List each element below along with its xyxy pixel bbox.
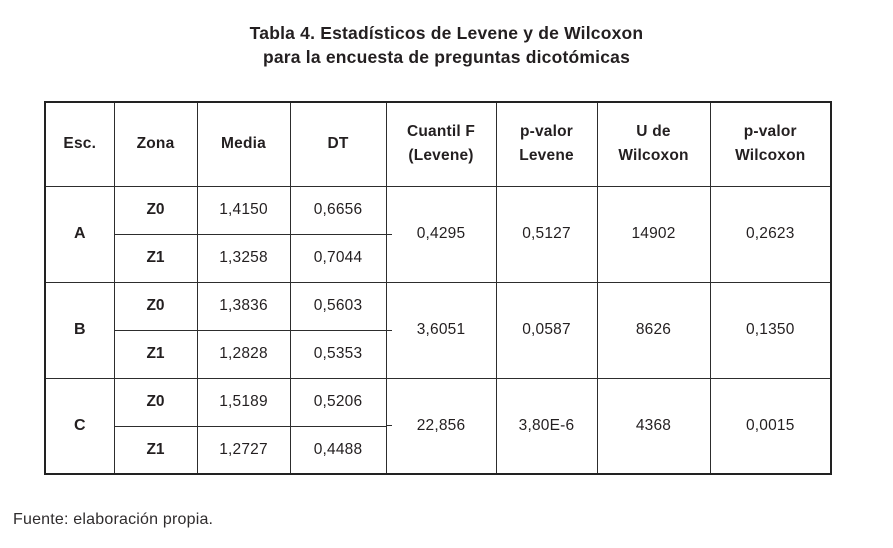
- cell-cuantil-f: 0,4295: [385, 185, 497, 283]
- cell-zona: Z0: [113, 377, 198, 427]
- cell-cuantil-f: 22,856: [385, 377, 497, 475]
- cell-u-wilcoxon: 4368: [596, 377, 711, 475]
- cell-p-levene: 0,5127: [495, 185, 598, 283]
- table-caption: Tabla 4. Estadísticos de Levene y de Wil…: [0, 21, 893, 69]
- table-row-b-z1: Z1 1,2828 0,5353: [45, 329, 831, 379]
- col-header-media: Media: [196, 101, 291, 187]
- cell-media: 1,2727: [196, 425, 291, 475]
- cell-cuantil-f: 3,6051: [385, 281, 497, 379]
- col-header-cuantil-f: Cuantil F (Levene): [385, 101, 497, 187]
- col-header-esc: Esc.: [44, 101, 115, 187]
- cell-esc-a: A: [44, 185, 115, 283]
- caption-line-1: Tabla 4. Estadísticos de Levene y de Wil…: [249, 23, 644, 43]
- cell-zona: Z1: [113, 425, 198, 475]
- cell-media: 1,4150: [196, 185, 291, 235]
- col-header-u-wilcoxon: U de Wilcoxon: [596, 101, 711, 187]
- cell-media: 1,2828: [196, 329, 291, 379]
- cell-dt: 0,7044: [289, 233, 387, 283]
- table-row-b-z0: B Z0 1,3836 0,5603 3,6051 0,0587 8626 0,…: [44, 281, 832, 379]
- cell-media: 1,3836: [196, 281, 291, 331]
- source-note: Fuente: elaboración propia.: [13, 511, 214, 528]
- cell-p-wilcoxon: 0,1350: [709, 281, 832, 379]
- col-header-zona: Zona: [113, 101, 198, 187]
- cell-dt: 0,6656: [289, 185, 387, 235]
- cell-dt: 0,4488: [289, 425, 387, 475]
- header-row: Esc. Zona Media DT Cuantil F (Levene) p-v…: [44, 101, 832, 187]
- cell-u-wilcoxon: 14902: [596, 185, 711, 283]
- cell-zona: Z0: [113, 281, 198, 331]
- cell-esc-b: B: [44, 281, 115, 379]
- cell-zona: Z1: [113, 329, 198, 379]
- cell-zona: Z0: [113, 185, 198, 235]
- cell-u-wilcoxon: 8626: [596, 281, 711, 379]
- cell-p-levene: 3,80E-6: [495, 377, 598, 475]
- caption-line-2: para la encuesta de preguntas dicotómica…: [262, 47, 631, 67]
- cell-media: 1,3258: [196, 233, 291, 283]
- cell-dt: 0,5353: [289, 329, 387, 379]
- cell-dt: 0,5206: [289, 377, 387, 427]
- table-row-c-z1: Z1 1,2727 0,4488: [45, 425, 831, 475]
- col-header-dt: DT: [289, 101, 387, 187]
- cell-p-wilcoxon: 0,0015: [709, 377, 832, 475]
- cell-esc-c: C: [44, 377, 115, 475]
- table-row-a-z0: A Z0 1,4150 0,6656 0,4295 0,5127 14902 0…: [44, 185, 832, 283]
- col-header-p-valor-wilcoxon: p-valor Wilcoxon: [709, 101, 832, 187]
- col-header-p-valor-levene: p-valor Levene: [495, 101, 598, 187]
- cell-dt: 0,5603: [289, 281, 387, 331]
- table-row-a-z1: Z1 1,3258 0,7044: [45, 233, 831, 283]
- cell-p-levene: 0,0587: [495, 281, 598, 379]
- cell-media: 1,5189: [196, 377, 291, 427]
- cell-p-wilcoxon: 0,2623: [709, 185, 832, 283]
- cell-zona: Z1: [113, 233, 198, 283]
- table-row-c-z0: C Z0 1,5189 0,5206 22,856 3,80E-6 4368 0…: [44, 377, 832, 475]
- statistics-table: Esc. Zona Media DT Cuantil F (Levene) p-v…: [44, 101, 832, 475]
